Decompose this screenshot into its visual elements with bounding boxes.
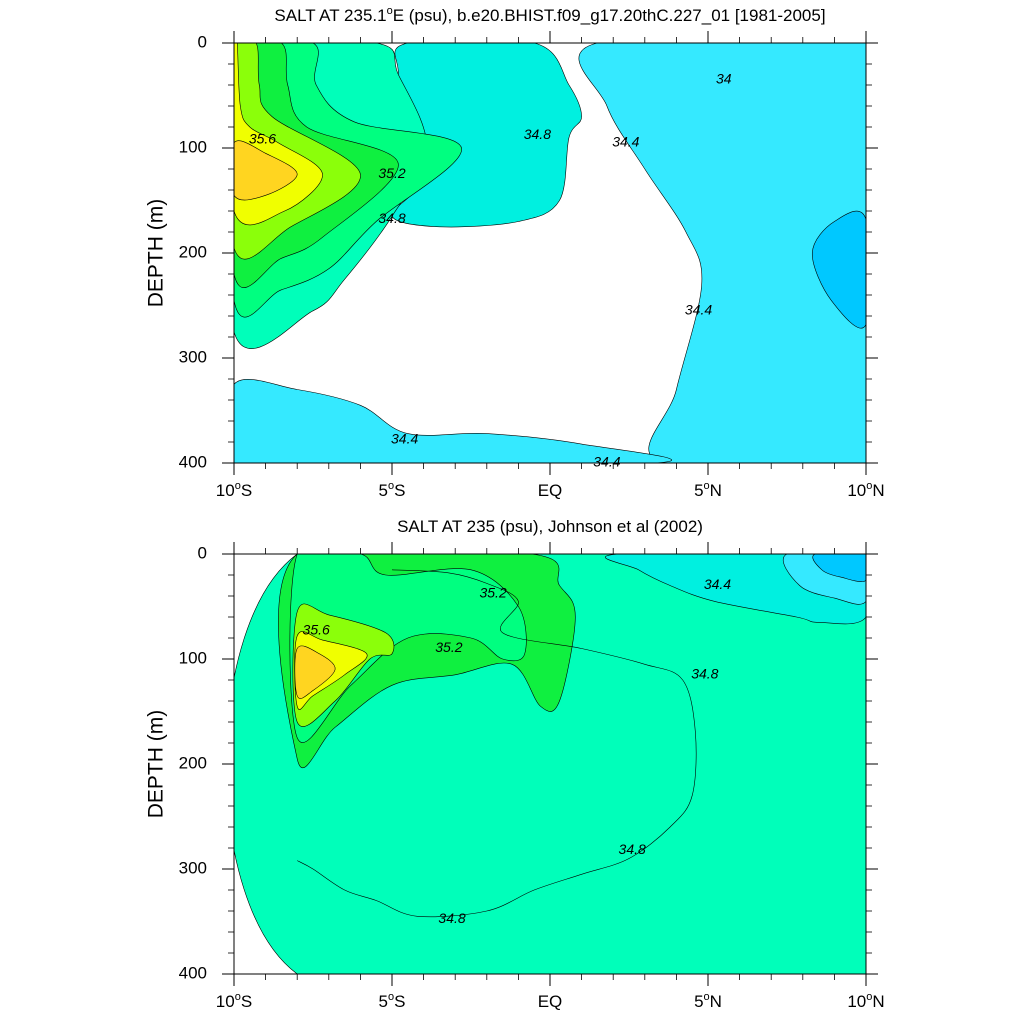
contour-label: 34.4 [704, 576, 731, 592]
y-axis-label: DEPTH (m) [145, 710, 168, 819]
x-tick-label: 5oN [694, 991, 722, 1011]
y-tick-label: 300 [179, 347, 207, 366]
x-tick-label: EQ [538, 992, 563, 1011]
contour-label: 34 [716, 70, 732, 86]
salinity-region [289, 554, 527, 743]
y-tick-label: 0 [198, 543, 207, 562]
contour-label: 34.8 [524, 126, 551, 142]
chart-title: SALT AT 235 (psu), Johnson et al (2002) [397, 517, 703, 536]
y-axis-label: DEPTH (m) [145, 199, 168, 308]
model-salinity-panel: 34 34.8 34.4 35.6 35.2 34.8 34.4 34.4 34.4 0 100 20… [145, 5, 885, 500]
contour-label: 34.8 [691, 665, 718, 681]
y-tick-label: 400 [179, 963, 207, 982]
salinity-region [578, 43, 866, 463]
chart-title: SALT AT 235.1oE (psu), b.e20.BHIST.f09_g… [274, 5, 825, 25]
contour-label: 34.8 [619, 841, 646, 857]
y-tick-label: 200 [179, 753, 207, 772]
y-tick-label: 200 [179, 242, 207, 261]
observed-salinity-panel: 35.2 34.4 35.6 35.2 34.8 34.8 34.8 0 100 200 300 40… [145, 517, 885, 1011]
y-tick-label: 300 [179, 858, 207, 877]
salinity-region [294, 645, 336, 699]
y-tick-label: 100 [179, 648, 207, 667]
x-tick-label: 10oN [847, 991, 884, 1011]
x-tick-label: 5oS [379, 991, 406, 1011]
y-tick-label: 100 [179, 137, 207, 156]
contour-line [297, 569, 697, 918]
contour-label: 35.2 [435, 639, 462, 655]
contour-label: 34.8 [438, 910, 465, 926]
x-tick-label: 5oS [379, 480, 406, 500]
y-tick-label: 0 [198, 32, 207, 51]
salinity-region [811, 210, 866, 329]
salinity-fill-regions [234, 554, 866, 974]
contour-label: 34.4 [685, 301, 712, 317]
x-tick-label: 10oN [847, 480, 884, 500]
x-tick-label: 10oS [216, 991, 252, 1011]
salinity-region [234, 379, 673, 463]
contour-label: 34.4 [612, 133, 639, 149]
salinity-region [234, 140, 298, 201]
salinity-region [812, 554, 866, 582]
y-tick-label: 400 [179, 452, 207, 471]
x-tick-label: 10oS [216, 480, 252, 500]
contour-label: 34.4 [593, 454, 620, 470]
x-tick-label: EQ [538, 481, 563, 500]
x-tick-label: 5oN [694, 480, 722, 500]
contour-label: 35.2 [378, 165, 405, 181]
contour-label: 35.6 [249, 130, 276, 146]
salinity-fill-regions [234, 43, 866, 463]
contour-label: 34.8 [378, 210, 405, 226]
contour-label: 35.6 [303, 621, 330, 637]
contour-label: 34.4 [391, 431, 418, 447]
contour-label: 35.2 [479, 585, 506, 601]
